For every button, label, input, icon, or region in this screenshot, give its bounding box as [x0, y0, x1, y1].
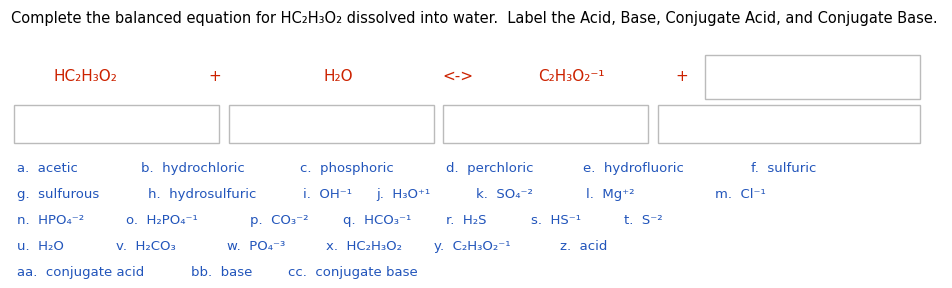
Text: e.  hydrofluoric: e. hydrofluoric	[583, 162, 684, 175]
Text: y.  C₂H₃O₂⁻¹: y. C₂H₃O₂⁻¹	[433, 240, 509, 253]
Text: m.  Cl⁻¹: m. Cl⁻¹	[714, 188, 764, 201]
Text: k.  SO₄⁻²: k. SO₄⁻²	[475, 188, 532, 201]
Text: p.  CO₃⁻²: p. CO₃⁻²	[249, 214, 307, 227]
Text: <->: <->	[442, 69, 472, 84]
Text: c.  phosphoric: c. phosphoric	[300, 162, 393, 175]
Text: cc.  conjugate base: cc. conjugate base	[288, 266, 417, 279]
Text: b.  hydrochloric: b. hydrochloric	[141, 162, 245, 175]
Text: r.  H₂S: r. H₂S	[446, 214, 486, 227]
Text: o.  H₂PO₄⁻¹: o. H₂PO₄⁻¹	[126, 214, 197, 227]
FancyBboxPatch shape	[657, 105, 919, 143]
Text: a.  acetic: a. acetic	[17, 162, 78, 175]
Text: bb.  base: bb. base	[190, 266, 251, 279]
Text: v.  H₂CO₃: v. H₂CO₃	[116, 240, 176, 253]
Text: t.  S⁻²: t. S⁻²	[624, 214, 663, 227]
Text: +: +	[674, 69, 687, 84]
FancyBboxPatch shape	[14, 105, 219, 143]
Text: n.  HPO₄⁻²: n. HPO₄⁻²	[17, 214, 84, 227]
FancyBboxPatch shape	[704, 55, 919, 99]
Text: aa.  conjugate acid: aa. conjugate acid	[17, 266, 145, 279]
Text: j.  H₃O⁺¹: j. H₃O⁺¹	[376, 188, 430, 201]
Text: H₂O: H₂O	[323, 69, 353, 84]
Text: u.  H₂O: u. H₂O	[17, 240, 64, 253]
Text: d.  perchloric: d. perchloric	[446, 162, 533, 175]
Text: w.  PO₄⁻³: w. PO₄⁻³	[227, 240, 285, 253]
Text: f.  sulfuric: f. sulfuric	[750, 162, 816, 175]
Text: x.  HC₂H₃O₂: x. HC₂H₃O₂	[326, 240, 402, 253]
Text: HC₂H₃O₂: HC₂H₃O₂	[53, 69, 118, 84]
Text: h.  hydrosulfuric: h. hydrosulfuric	[148, 188, 256, 201]
Text: g.  sulfurous: g. sulfurous	[17, 188, 99, 201]
Text: Complete the balanced equation for HC₂H₃O₂ dissolved into water.  Label the Acid: Complete the balanced equation for HC₂H₃…	[11, 11, 937, 26]
Text: q.  HCO₃⁻¹: q. HCO₃⁻¹	[343, 214, 411, 227]
FancyBboxPatch shape	[228, 105, 433, 143]
Text: +: +	[208, 69, 221, 84]
Text: i.  OH⁻¹: i. OH⁻¹	[303, 188, 351, 201]
Text: l.  Mg⁺²: l. Mg⁺²	[585, 188, 634, 201]
FancyBboxPatch shape	[443, 105, 647, 143]
Text: z.  acid: z. acid	[560, 240, 607, 253]
Text: C₂H₃O₂⁻¹: C₂H₃O₂⁻¹	[538, 69, 605, 84]
Text: s.  HS⁻¹: s. HS⁻¹	[530, 214, 580, 227]
